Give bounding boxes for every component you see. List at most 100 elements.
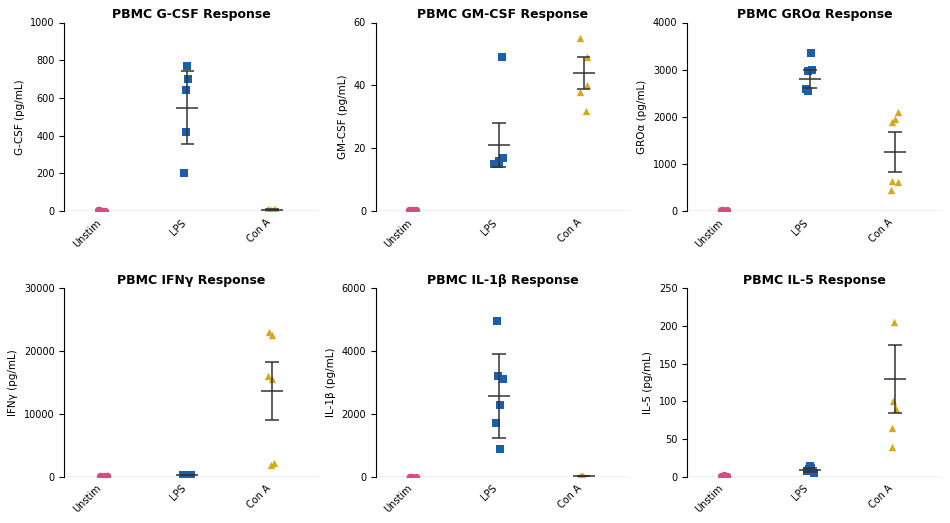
- Point: [719, 472, 734, 480]
- Point: [891, 108, 906, 116]
- Point: [801, 66, 816, 75]
- Point: [404, 472, 419, 481]
- Point: [268, 206, 283, 214]
- Point: [715, 472, 731, 480]
- Point: [720, 206, 735, 214]
- Point: [715, 207, 731, 215]
- Point: [575, 472, 590, 481]
- Point: [580, 53, 595, 61]
- Point: [884, 117, 900, 126]
- Point: [489, 317, 504, 325]
- Point: [573, 472, 588, 481]
- Point: [573, 34, 588, 42]
- Point: [884, 176, 900, 185]
- Point: [801, 87, 816, 96]
- Title: PBMC GROα Response: PBMC GROα Response: [736, 8, 892, 21]
- Point: [798, 85, 813, 94]
- Point: [99, 472, 114, 480]
- Y-axis label: GROα (pg/mL): GROα (pg/mL): [637, 79, 647, 154]
- Point: [574, 472, 589, 481]
- Point: [260, 372, 276, 380]
- Title: PBMC GM-CSF Response: PBMC GM-CSF Response: [417, 8, 589, 21]
- Y-axis label: IL-1β (pg/mL): IL-1β (pg/mL): [326, 348, 336, 417]
- Title: PBMC G-CSF Response: PBMC G-CSF Response: [112, 8, 271, 21]
- Point: [93, 207, 108, 215]
- Point: [262, 206, 277, 214]
- Point: [884, 424, 900, 432]
- Point: [887, 115, 902, 123]
- Point: [493, 400, 508, 408]
- Point: [91, 206, 106, 214]
- Point: [404, 206, 419, 214]
- Point: [402, 472, 417, 481]
- Point: [807, 469, 822, 477]
- Point: [715, 206, 731, 214]
- Point: [802, 465, 817, 473]
- Point: [266, 206, 281, 214]
- Point: [495, 375, 510, 383]
- Point: [176, 471, 191, 480]
- Point: [94, 207, 109, 215]
- Point: [402, 472, 417, 481]
- Point: [580, 81, 595, 89]
- Point: [576, 472, 591, 481]
- Point: [91, 206, 106, 214]
- Point: [183, 471, 199, 480]
- Point: [804, 463, 819, 472]
- Point: [408, 206, 424, 214]
- Point: [179, 62, 194, 70]
- Point: [98, 472, 113, 481]
- Point: [97, 207, 112, 215]
- Point: [264, 331, 279, 339]
- Point: [884, 442, 900, 451]
- Point: [713, 206, 729, 214]
- Point: [491, 157, 506, 165]
- Title: PBMC IL-5 Response: PBMC IL-5 Response: [743, 274, 885, 287]
- Title: PBMC IFNγ Response: PBMC IFNγ Response: [118, 274, 266, 287]
- Point: [92, 472, 107, 480]
- Title: PBMC IL-1β Response: PBMC IL-1β Response: [428, 274, 579, 287]
- Y-axis label: IFNγ (pg/mL): IFNγ (pg/mL): [9, 349, 18, 416]
- Point: [804, 65, 819, 74]
- Point: [406, 206, 421, 214]
- Point: [402, 206, 417, 214]
- Point: [488, 419, 504, 428]
- Point: [90, 206, 105, 214]
- Y-axis label: GM-CSF (pg/mL): GM-CSF (pg/mL): [338, 75, 348, 159]
- Point: [408, 472, 423, 481]
- Point: [177, 168, 192, 177]
- Point: [713, 472, 729, 480]
- Point: [804, 49, 819, 58]
- Point: [403, 472, 418, 481]
- Point: [495, 154, 510, 162]
- Point: [266, 204, 281, 213]
- Point: [93, 472, 108, 481]
- Point: [486, 160, 502, 168]
- Y-axis label: G-CSF (pg/mL): G-CSF (pg/mL): [14, 79, 25, 155]
- Point: [100, 472, 115, 481]
- Point: [264, 206, 279, 214]
- Point: [491, 160, 506, 168]
- Point: [180, 471, 196, 479]
- Point: [889, 405, 904, 413]
- Point: [262, 328, 277, 336]
- Point: [177, 471, 192, 480]
- Point: [572, 472, 587, 480]
- Point: [719, 472, 734, 480]
- Point: [179, 86, 194, 95]
- Point: [179, 128, 194, 136]
- Point: [263, 461, 278, 469]
- Point: [494, 53, 509, 61]
- Point: [891, 178, 906, 186]
- Point: [885, 397, 901, 405]
- Point: [716, 471, 732, 480]
- Point: [572, 87, 587, 96]
- Point: [713, 207, 729, 215]
- Y-axis label: IL-5 (pg/mL): IL-5 (pg/mL): [643, 351, 654, 414]
- Point: [264, 375, 279, 383]
- Point: [266, 459, 281, 467]
- Point: [180, 75, 196, 83]
- Point: [490, 372, 505, 380]
- Point: [260, 205, 276, 213]
- Point: [579, 106, 594, 115]
